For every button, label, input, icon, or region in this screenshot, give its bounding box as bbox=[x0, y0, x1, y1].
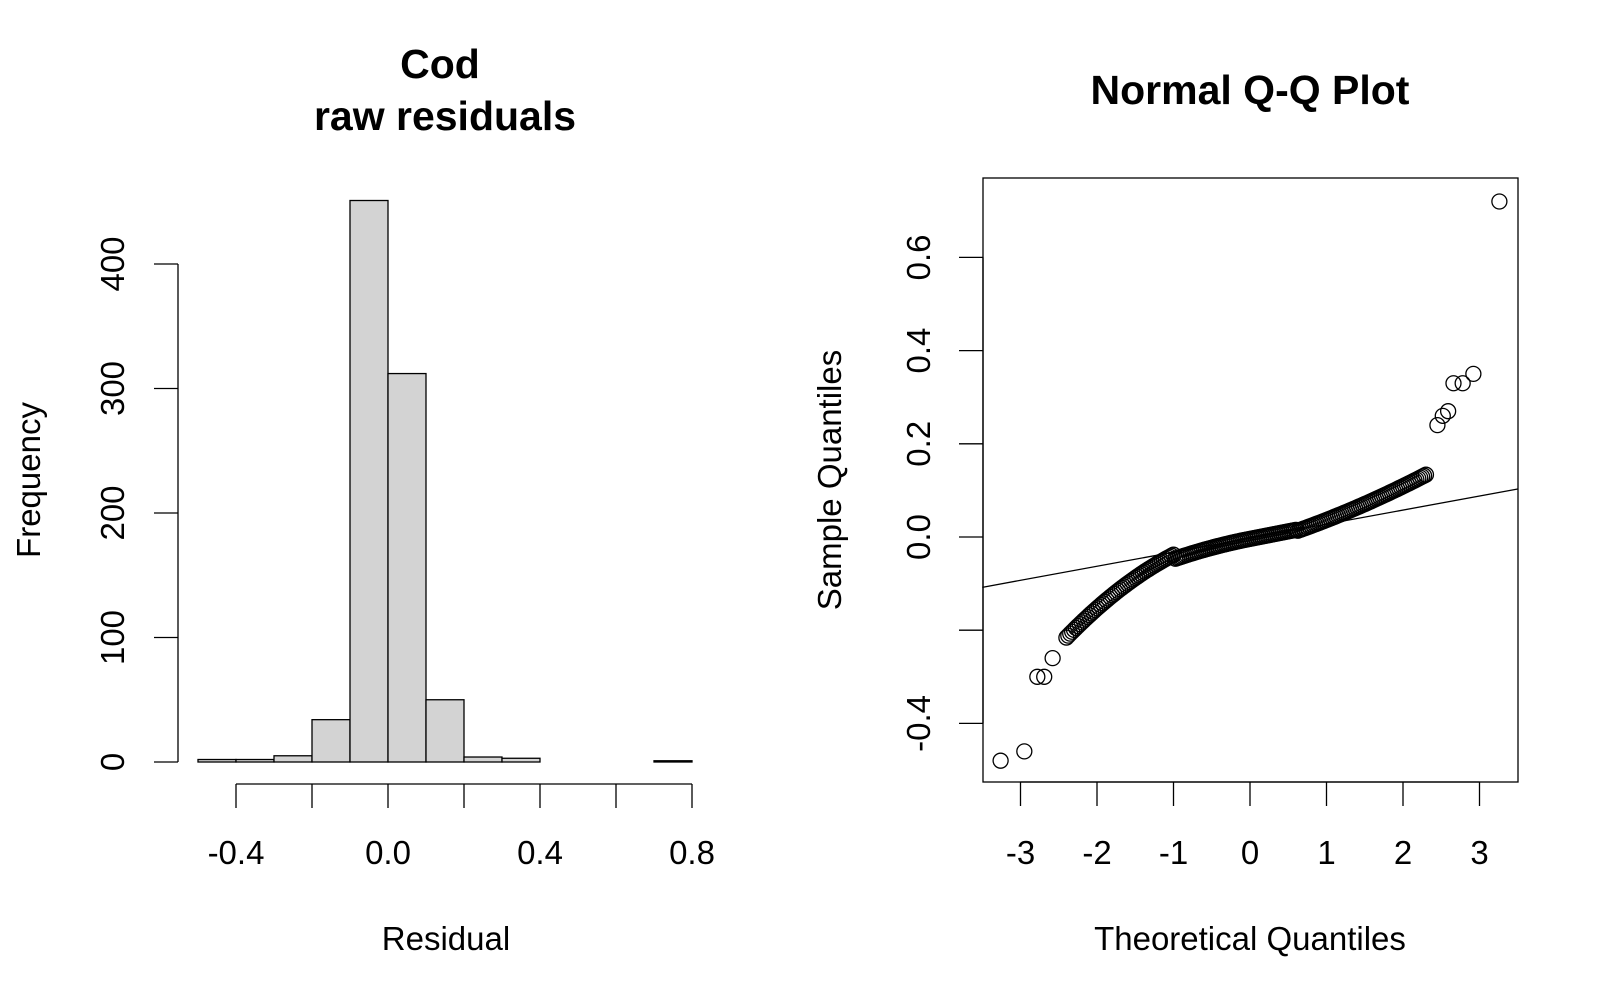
qq-point bbox=[1454, 375, 1471, 392]
qq-x-tick-label: -2 bbox=[1082, 834, 1111, 871]
qq-point bbox=[1434, 407, 1451, 424]
qq-points bbox=[992, 193, 1508, 769]
histogram-title-line2: raw residuals bbox=[314, 93, 576, 139]
qq-x-tick-label: 3 bbox=[1470, 834, 1488, 871]
histogram-bar bbox=[273, 755, 313, 763]
qq-y-tick-label: 0.6 bbox=[900, 234, 937, 280]
histogram-bar bbox=[653, 760, 693, 763]
qq-point bbox=[1445, 375, 1462, 392]
qq-point bbox=[1439, 403, 1457, 420]
qq-panel: Normal Q-Q Plot -0.4 0.0 0.2 0.4 0.6 -3 -2 -1 0… bbox=[811, 67, 1519, 957]
qq-x-tick-label: -1 bbox=[1159, 834, 1188, 871]
histogram-panel: Cod raw residuals 0 100 200 300 400 -0.4 0.0 0… bbox=[10, 41, 715, 957]
qq-x-label: Theoretical Quantiles bbox=[1094, 920, 1406, 957]
histogram-y-tick-label: 300 bbox=[94, 361, 131, 416]
qq-y-label: Sample Quantiles bbox=[811, 350, 848, 610]
qq-point bbox=[1465, 365, 1482, 383]
qq-point bbox=[1036, 668, 1053, 685]
histogram-y-tick-label: 100 bbox=[94, 610, 131, 665]
qq-x-tick-label: 1 bbox=[1317, 834, 1335, 871]
histogram-bar bbox=[501, 757, 541, 763]
histogram-bar bbox=[311, 719, 351, 763]
histogram-title-line1: Cod bbox=[400, 41, 480, 87]
histogram-bar bbox=[387, 372, 427, 763]
histogram-y-axis: 0 100 200 300 400 bbox=[94, 236, 179, 771]
histogram-x-label: Residual bbox=[382, 920, 510, 957]
qq-point bbox=[1044, 650, 1061, 667]
qq-y-tick-label: 0.0 bbox=[900, 514, 937, 560]
qq-y-axis: -0.4 0.0 0.2 0.4 0.6 bbox=[900, 234, 984, 752]
qq-y-tick-label: 0.4 bbox=[900, 328, 937, 374]
qq-point bbox=[1429, 417, 1446, 434]
qq-x-tick-label: 2 bbox=[1394, 834, 1412, 871]
qq-point bbox=[992, 752, 1009, 769]
qq-point bbox=[1415, 467, 1433, 484]
qq-y-tick-label: 0.2 bbox=[900, 421, 937, 467]
qq-x-tick-label: 0 bbox=[1241, 834, 1259, 871]
qq-point bbox=[1016, 743, 1033, 760]
histogram-bar bbox=[463, 756, 503, 763]
histogram-bar bbox=[235, 758, 275, 763]
histogram-x-tick-label: -0.4 bbox=[208, 834, 265, 871]
qq-plot-box bbox=[982, 177, 1519, 783]
qq-title: Normal Q-Q Plot bbox=[1091, 67, 1410, 113]
histogram-y-label: Frequency bbox=[10, 402, 47, 558]
histogram-y-tick-label: 0 bbox=[94, 753, 131, 771]
histogram-x-axis: -0.4 0.0 0.4 0.8 bbox=[208, 783, 715, 871]
histogram-bars bbox=[197, 199, 693, 763]
qq-point bbox=[1417, 466, 1435, 483]
histogram-bar bbox=[425, 699, 465, 763]
histogram-x-tick-label: 0.8 bbox=[669, 834, 715, 871]
histogram-y-tick-label: 200 bbox=[94, 485, 131, 540]
histogram-x-tick-label: 0.4 bbox=[517, 834, 563, 871]
histogram-bar bbox=[197, 758, 237, 763]
histogram-y-tick-label: 400 bbox=[94, 236, 131, 291]
histogram-x-tick-label: 0.0 bbox=[365, 834, 411, 871]
qq-point bbox=[1029, 668, 1046, 685]
qq-point bbox=[1491, 193, 1508, 210]
qq-point bbox=[1413, 468, 1431, 485]
histogram-bar bbox=[349, 199, 389, 763]
qq-x-tick-label: -3 bbox=[1006, 834, 1035, 871]
qq-x-axis: -3 -2 -1 0 1 2 3 bbox=[1006, 781, 1489, 871]
qq-y-tick-label: -0.4 bbox=[900, 695, 937, 752]
